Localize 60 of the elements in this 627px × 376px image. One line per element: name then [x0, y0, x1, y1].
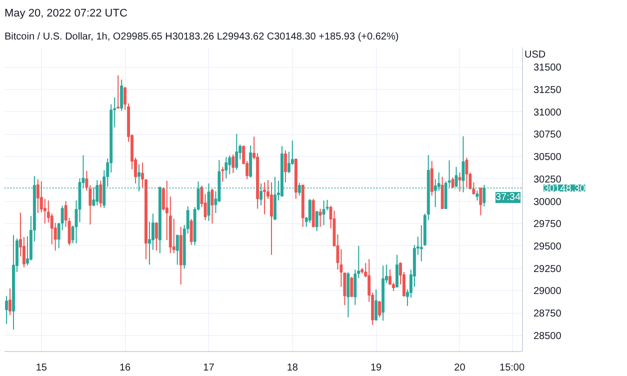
candlestick: [221, 166, 224, 182]
candlestick: [322, 200, 326, 226]
x-tick-label: 15:00: [500, 362, 525, 374]
y-tick-label: 29250: [534, 264, 562, 275]
y-tick-label: 30500: [534, 152, 562, 164]
candlestick: [210, 188, 214, 224]
y-tick-label: 28750: [534, 308, 562, 320]
candlestick: [479, 187, 482, 216]
y-tick-label: 31250: [534, 85, 562, 96]
candlestick: [318, 208, 322, 228]
x-tick-label: 18: [286, 362, 298, 374]
candlestick: [346, 272, 350, 318]
candlestick: [154, 222, 158, 252]
candlestick: [396, 254, 398, 288]
chart-subtitle: Bitcoin / U.S. Dollar, 1h, O29985.65 H30183.26 L29943.62 C30148.30 +185.93 (+0.62%): [4, 32, 399, 42]
chart-title: May 20, 2022 07:22 UTC: [4, 8, 128, 20]
y-tick-label: 30750: [534, 130, 562, 141]
y-tick-label: 28500: [534, 330, 562, 342]
candlestick: [284, 150, 287, 183]
candlestick: [224, 156, 228, 179]
x-tick-label: 15: [36, 362, 48, 374]
candlestick: [270, 182, 273, 256]
y-axis-title: USD: [524, 50, 546, 60]
candlestick: [176, 234, 179, 266]
candlestick: [430, 160, 434, 196]
candlestick: [232, 154, 235, 174]
y-tick-label: 30000: [534, 196, 562, 208]
y-tick-label: 29000: [534, 286, 562, 298]
y-tick-label: 29500: [534, 241, 562, 252]
candlestick: [8, 288, 12, 316]
y-tick-label: 31000: [534, 107, 562, 118]
candlestick: [116, 74, 120, 109]
candlestick: [228, 154, 232, 175]
candlestick: [451, 176, 454, 188]
candlestick: [440, 176, 444, 210]
candlestick: [308, 198, 312, 224]
y-tick-label: 30250: [534, 174, 562, 186]
candlestick: [263, 182, 266, 215]
candlestick: [190, 218, 193, 246]
candlestick: [5, 295, 8, 324]
x-tick-label: 19: [370, 362, 382, 374]
y-tick-label: 31500: [534, 62, 562, 74]
annotation: 37:34: [495, 192, 521, 204]
x-tick-label: 16: [120, 362, 132, 374]
candlestick: [99, 180, 102, 208]
x-tick-label: 17: [203, 362, 215, 374]
candlestick: [315, 210, 318, 232]
x-tick-label: 20: [454, 362, 466, 374]
candlestick: [36, 178, 40, 214]
ref-line-label: 30148.30: [544, 184, 586, 195]
y-tick-label: 29750: [534, 219, 562, 230]
candlestick: [249, 144, 252, 178]
candlestick: [120, 79, 124, 112]
candlestick: [378, 300, 382, 318]
candlestick: [465, 157, 468, 188]
candlestick: [476, 190, 479, 201]
candlestick: [374, 288, 378, 322]
candlestick: [235, 133, 238, 170]
candlestick: [458, 172, 462, 192]
candlestick: [350, 276, 354, 298]
